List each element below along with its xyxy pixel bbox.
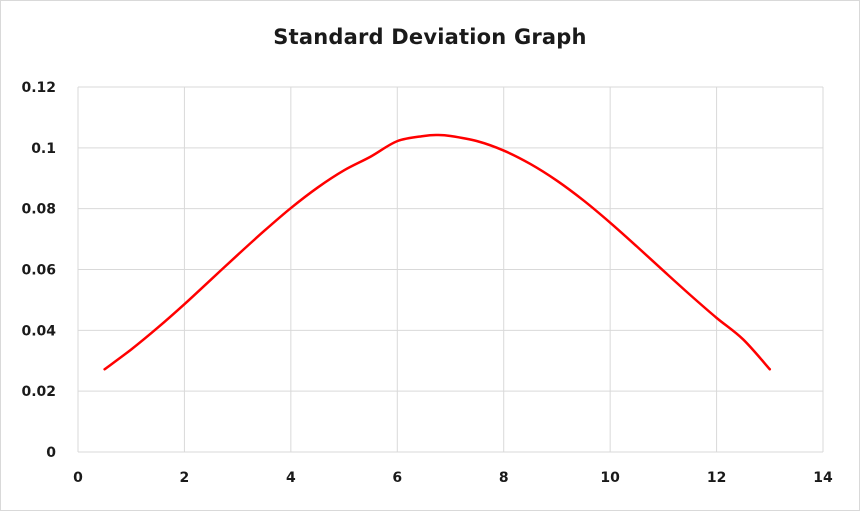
x-tick-label: 0 [73,470,83,486]
series-line [103,133,772,371]
y-tick-label: 0.04 [21,323,56,339]
y-tick-label: 0 [46,445,56,461]
y-tick-label: 0.02 [21,384,56,400]
x-tick-label: 6 [392,470,402,486]
y-tick-label: 0.06 [21,263,56,279]
label-layer: 0 2 4 6 8 10 12 14 0 0.02 0.04 0.06 0.08 0.1 0.12 [21,80,833,486]
series-layer [103,133,772,371]
x-tick-label: 2 [180,470,190,486]
y-tick-label: 0.1 [31,141,56,157]
x-tick-label: 14 [813,470,833,486]
x-tick-label: 12 [707,470,726,486]
x-tick-label: 4 [286,470,296,486]
y-tick-label: 0.12 [21,80,56,96]
x-tick-label: 8 [499,470,509,486]
y-tick-label: 0.08 [21,202,56,218]
grid-layer [77,86,824,453]
chart-title: Standard Deviation Graph [273,25,587,49]
x-tick-label: 10 [600,470,620,486]
